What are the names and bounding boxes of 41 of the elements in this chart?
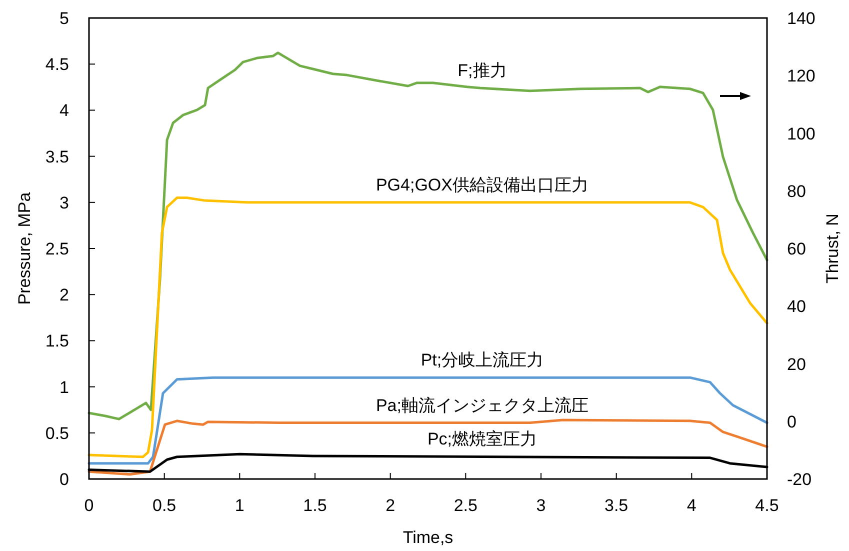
series-label: Pt;分岐上流圧力: [420, 350, 544, 370]
y-tick-label: 5: [60, 9, 69, 28]
x-tick-label: 1.5: [303, 496, 327, 515]
x-tick-label: 2.5: [454, 496, 478, 515]
x-tick-label: 3: [536, 496, 546, 515]
x-tick-label: 0: [84, 496, 94, 515]
y-tick-label: 0.5: [45, 424, 69, 443]
line-series: [88, 376, 768, 465]
y2-tick-label: 100: [787, 124, 816, 144]
y2-axis-title: Thrust, N: [823, 214, 842, 284]
y2-tick-label: 60: [787, 240, 806, 258]
y-tick-label: 3: [60, 193, 69, 212]
y-tick-label: 1.5: [45, 332, 69, 351]
line-series: [88, 196, 768, 458]
x-tick-label: 4.5: [755, 496, 779, 515]
y2-tick-label: -20: [787, 470, 812, 489]
y2-tick-label: 120: [787, 66, 816, 86]
x-tick-label: 1: [234, 496, 244, 515]
series-label: PG4;GOX供給設備出口圧力: [376, 175, 589, 194]
y2-tick-label: 80: [787, 182, 806, 201]
x-tick-label: 2: [386, 496, 396, 515]
y-tick-label: 4.5: [45, 55, 69, 74]
y-tick-label: 0: [60, 470, 69, 489]
series-label: Pc;燃焼室圧力: [427, 430, 538, 449]
x-tick-label: 3.5: [604, 496, 628, 515]
y2-tick-label: 0: [787, 412, 796, 432]
x-tick-label: 4: [686, 496, 696, 515]
line-series: [88, 418, 768, 476]
x-tick-label: 0.5: [152, 496, 176, 515]
x-axis-title: Time,s: [402, 528, 454, 547]
y-axis-title: Pressure, MPa: [15, 192, 34, 305]
y-tick-label: 2.5: [45, 240, 69, 258]
y-tick-label: 2: [60, 286, 69, 305]
y2-tick-label: 40: [787, 297, 806, 316]
y-tick-label: 1: [60, 378, 69, 397]
y-tick-label: 4: [60, 101, 69, 120]
y2-tick-label: 20: [787, 354, 806, 374]
y-tick-label: 3.5: [45, 147, 69, 166]
series-label: Pa;軸流インジェクタ上流圧: [376, 396, 589, 415]
series-label: F;推力: [458, 61, 507, 80]
y2-tick-label: 140: [787, 9, 816, 28]
